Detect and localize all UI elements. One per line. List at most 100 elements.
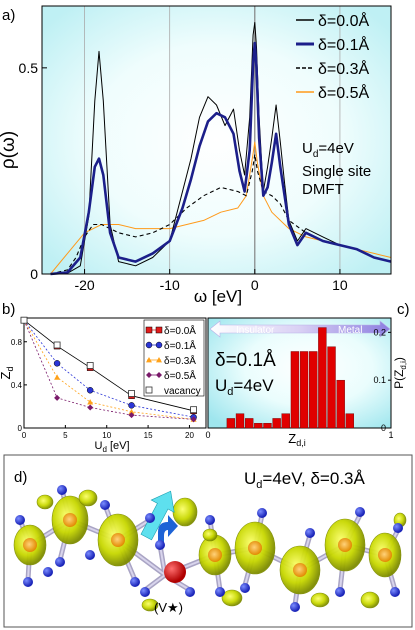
metal-atom [293, 563, 307, 577]
marker-triangle [128, 408, 135, 415]
y-tick-label: 0.8 [11, 338, 23, 347]
marker-triangle [146, 357, 152, 363]
panel-d-title: Ud=4eV, δ=0.3Å [244, 469, 365, 491]
blue-atom [390, 587, 400, 597]
panel-a-plot-background [42, 6, 391, 274]
x-tick-label: 10 [332, 277, 348, 293]
series-line-2 [50, 153, 392, 275]
marker-circle [145, 341, 153, 349]
blue-atom [205, 515, 215, 525]
legend-label: δ=0.0Å [318, 11, 369, 30]
x-tick-label: 0 [22, 431, 27, 440]
panel-a-ylabel: ρ(ω) [0, 131, 19, 169]
blue-atom [185, 587, 195, 597]
marker-open-square [86, 362, 94, 369]
blue-atom [43, 567, 53, 577]
vacancy-label: (V★) [154, 600, 183, 615]
legend-label: vacancy [164, 386, 201, 397]
blue-atom [23, 577, 33, 587]
x-tick-label: 0 [251, 277, 259, 293]
y-tick-label: 0 [381, 423, 386, 433]
annotation-single-site: Single site [302, 163, 371, 180]
y-tick-label: 0.4 [11, 381, 23, 390]
blue-atom [393, 523, 403, 533]
metal-atom [111, 533, 125, 547]
marker-diamond [128, 412, 135, 419]
histogram-bar [244, 418, 254, 429]
annotation-dmft: DMFT [302, 181, 344, 198]
bond-highlight [144, 574, 166, 591]
marker-triangle [54, 374, 61, 380]
panel-a-frame [41, 5, 392, 275]
legend-label: δ=0.5Å [318, 83, 369, 102]
legend-label: δ=0.3Å [318, 59, 369, 78]
marker-circle [155, 341, 163, 349]
panel-c: c) Insulator Metal 0 100.10.2 δ=0.1Å Ud=4… [205, 301, 409, 448]
displacement-arrow-icon [158, 515, 178, 548]
blue-atom [145, 513, 155, 523]
marker-open-square [128, 390, 135, 397]
panel-b-series [20, 316, 197, 423]
legend-label: δ=0.3Å [164, 354, 196, 367]
marker-triangle [87, 399, 94, 405]
electron-density-lobe [172, 497, 198, 527]
x-tick-label: 0 [205, 430, 210, 440]
metal-atom [63, 513, 77, 527]
panel-a-ticks: -20 -10 0 10 0 0.5 [19, 60, 348, 293]
histogram-bar [299, 351, 309, 429]
electron-density-lobe [36, 494, 54, 510]
marker-circle [128, 402, 135, 409]
marker-diamond [54, 394, 61, 401]
histogram-bar [226, 418, 236, 429]
marker-square [145, 326, 153, 334]
y-tick-label: 0 [30, 266, 38, 282]
blue-atom [140, 587, 150, 597]
panel-c-bars [226, 327, 355, 429]
marker-diamond [190, 416, 197, 423]
marker-open-square [145, 386, 153, 394]
panel-c-xlabel: Zd,i [288, 431, 305, 448]
panel-c-ticks: 0 100.10.2 [205, 327, 393, 440]
blue-atom [15, 515, 25, 525]
blue-atom [257, 508, 267, 518]
bond-highlight [159, 544, 166, 576]
y-tick-label: 0 [18, 424, 23, 433]
legend-label: δ=0.1Å [164, 339, 196, 352]
histogram-bar [345, 413, 355, 429]
panel-c-ud-annotation: Ud=4eV [215, 376, 274, 398]
legend-label: δ=0.0Å [164, 324, 196, 337]
panel-a-series [50, 22, 392, 276]
panel-b-xlabel: Ud [eV] [94, 440, 129, 454]
electron-density-lobe [202, 528, 218, 542]
star-icon: ★ [167, 600, 179, 615]
series-line-b3 [23, 320, 194, 420]
molecular-structure-image [13, 485, 407, 612]
blue-atom [57, 485, 67, 495]
panel-c-frame [207, 317, 392, 429]
panel-label-a: a) [2, 7, 15, 24]
double-arrow-icon [209, 320, 391, 338]
marker-diamond [87, 404, 94, 411]
marker-diamond [156, 372, 162, 378]
histogram-bar [290, 351, 300, 429]
blue-atom [335, 587, 345, 597]
blue-atom [85, 550, 95, 560]
blue-atom [305, 528, 315, 538]
panel-a: a) -20 -10 0 10 0 0.5 ρ(ω) ω [eV] δ=0.0Å δ=0.1… [0, 5, 392, 306]
electron-density-lobe [78, 489, 98, 507]
marker-open-square [190, 406, 197, 414]
x-tick-label: 10 [102, 431, 111, 440]
marker-open-square [20, 316, 28, 324]
histogram-bar [235, 413, 245, 429]
panel-c-ylabel: P(Zd,i) [392, 357, 408, 389]
metal-atom [208, 548, 222, 562]
panel-b-ylabel: Zd [0, 367, 15, 380]
metal-label: Metal [338, 325, 362, 336]
panel-b-ticks: 0 5 10 15 20 0 0.4 0.8 [11, 338, 195, 440]
metal-atom [338, 538, 352, 552]
x-tick-label: -10 [160, 277, 180, 293]
metal-atom [248, 541, 262, 555]
series-line-b2 [23, 319, 194, 420]
y-tick-label: 0.2 [373, 327, 386, 337]
